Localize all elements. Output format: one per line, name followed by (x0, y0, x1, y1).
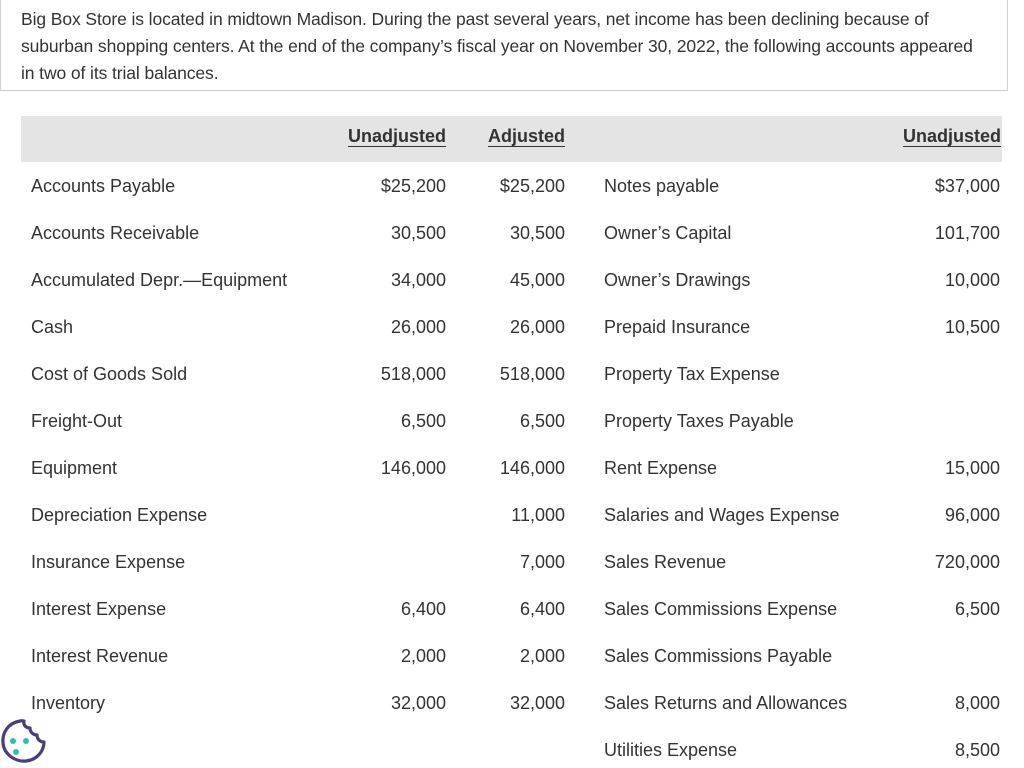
account-name: Equipment (31, 458, 118, 478)
right-account-name: Sales Commissions Expense (604, 599, 838, 619)
adjusted-amount: 6,400 (519, 599, 565, 619)
account-name: Freight-Out (31, 411, 123, 431)
trial-balance-table: Unadjusted Adjusted Unadjusted Accounts … (21, 116, 1002, 768)
right-unadjusted-amount: 720,000 (934, 552, 1000, 572)
adjusted-amount: $25,200 (499, 176, 565, 196)
unadjusted-amount: 6,500 (400, 411, 446, 431)
table-row: Interest Revenue 2,000 2,000 Sales Commissi… (21, 632, 1002, 679)
right-account-name: Sales Commissions Payable (604, 646, 833, 666)
right-account-name: Property Taxes Payable (604, 411, 794, 431)
right-unadjusted-amount: $37,000 (934, 176, 1000, 196)
unadjusted-amount: 32,000 (390, 693, 446, 713)
problem-statement: Big Box Store is located in midtown Madi… (21, 9, 973, 83)
unadjusted-amount: 6,400 (400, 599, 446, 619)
account-name: Interest Revenue (31, 646, 169, 666)
cookie-dot (23, 738, 29, 744)
table-row: Accounts Payable $25,200 $25,200 Notes paya… (21, 162, 1002, 209)
right-account-name: Salaries and Wages Expense (604, 505, 840, 525)
header-right-unadjusted: Unadjusted (902, 126, 1001, 146)
right-account-name: Rent Expense (604, 458, 718, 478)
table-header: Unadjusted Adjusted Unadjusted (21, 116, 1002, 162)
problem-statement-box: Big Box Store is located in midtown Madi… (0, 0, 1008, 91)
adjusted-amount: 45,000 (509, 270, 565, 290)
table-row: Inventory 32,000 32,000 Sales Returns and A… (21, 679, 1002, 726)
account-name: Accounts Payable (31, 176, 176, 196)
adjusted-amount: 146,000 (499, 458, 565, 478)
cookie-icon[interactable] (0, 711, 46, 763)
right-account-name: Owner’s Drawings (604, 270, 751, 290)
right-unadjusted-amount: 96,000 (944, 505, 1000, 525)
table-row: Interest Expense 6,400 6,400 Sales Commissi… (21, 585, 1002, 632)
adjusted-amount: 11,000 (511, 505, 565, 525)
account-name: Accumulated Depr.—Equipment (31, 270, 288, 290)
cookie-outline (1, 719, 46, 763)
right-account-name: Sales Returns and Allowances (604, 693, 848, 713)
table-row: Cash 26,000 26,000 Prepaid Insurance 10,500 (21, 303, 1002, 350)
right-unadjusted-amount: 8,000 (954, 693, 1000, 713)
header-left-unadjusted: Unadjusted (347, 126, 446, 146)
right-account-name: Prepaid Insurance (604, 317, 751, 337)
table-row: Equipment 146,000 146,000 Rent Expense 15,00… (21, 444, 1002, 491)
right-account-name: Notes payable (604, 176, 720, 196)
adjusted-amount: 26,000 (509, 317, 565, 337)
table-row: Utilities Expense 8,500 (21, 726, 1002, 768)
account-name: Insurance Expense (31, 552, 186, 572)
unadjusted-amount: 26,000 (390, 317, 446, 337)
right-unadjusted-amount: 6,500 (954, 599, 1000, 619)
unadjusted-amount: 2,000 (400, 646, 446, 666)
right-account-name: Utilities Expense (604, 740, 738, 760)
table-row: Accumulated Depr.—Equipment 34,000 45,000 O… (21, 256, 1002, 303)
right-account-name: Sales Revenue (604, 552, 727, 572)
right-unadjusted-amount: 8,500 (954, 740, 1000, 760)
table-row: Freight-Out 6,500 6,500 Property Taxes Paya… (21, 397, 1002, 444)
account-name: Accounts Receivable (31, 223, 200, 243)
right-account-name: Owner’s Capital (604, 223, 732, 243)
adjusted-amount: 30,500 (509, 223, 565, 243)
account-name: Cash (31, 317, 74, 337)
table-row: Cost of Goods Sold 518,000 518,000 Property… (21, 350, 1002, 397)
account-name: Interest Expense (31, 599, 167, 619)
adjusted-amount: 518,000 (499, 364, 565, 384)
header-left-adjusted: Adjusted (487, 126, 565, 146)
table-row: Insurance Expense 7,000 Sales Revenue 720,0… (21, 538, 1002, 585)
right-unadjusted-amount: 10,000 (944, 270, 1000, 290)
unadjusted-amount: 30,500 (390, 223, 446, 243)
table-row: Accounts Receivable 30,500 30,500 Owner’s C… (21, 209, 1002, 256)
right-account-name: Property Tax Expense (604, 364, 780, 384)
right-unadjusted-amount: 15,000 (944, 458, 1000, 478)
adjusted-amount: 7,000 (519, 552, 565, 572)
unadjusted-amount: $25,200 (380, 176, 446, 196)
right-unadjusted-amount: 101,700 (934, 223, 1000, 243)
cookie-dot (10, 738, 16, 744)
unadjusted-amount: 34,000 (390, 270, 446, 290)
unadjusted-amount: 518,000 (380, 364, 446, 384)
adjusted-amount: 6,500 (519, 411, 565, 431)
adjusted-amount: 32,000 (509, 693, 565, 713)
right-unadjusted-amount: 10,500 (944, 317, 1000, 337)
cookie-dot (13, 749, 19, 755)
table-body: Accounts Payable $25,200 $25,200 Notes paya… (21, 162, 1002, 768)
unadjusted-amount: 146,000 (380, 458, 446, 478)
account-name: Depreciation Expense (31, 505, 208, 525)
account-name: Inventory (31, 693, 106, 713)
table-row: Depreciation Expense 11,000 Salaries and W… (21, 491, 1002, 538)
adjusted-amount: 2,000 (519, 646, 565, 666)
account-name: Cost of Goods Sold (31, 364, 188, 384)
